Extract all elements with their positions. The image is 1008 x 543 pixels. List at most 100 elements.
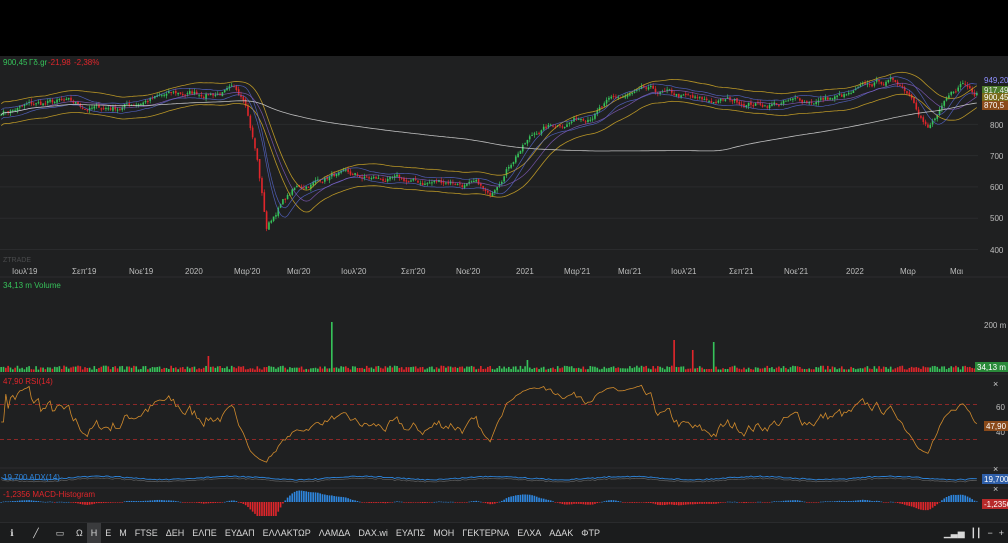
macd-bar bbox=[526, 494, 529, 502]
adx-close-icon[interactable]: × bbox=[993, 464, 998, 474]
time-tick: 2021 bbox=[516, 267, 534, 276]
symbol-button[interactable]: ΕΥΔΑΠ bbox=[224, 528, 255, 538]
volume-bar bbox=[594, 366, 596, 372]
rsi-panel[interactable] bbox=[0, 384, 978, 463]
draw-line-icon[interactable]: ╱ bbox=[33, 528, 39, 538]
macd-bar bbox=[112, 502, 114, 503]
symbol-button[interactable]: ΛΑΜΔΑ bbox=[318, 528, 351, 538]
macd-panel[interactable] bbox=[0, 490, 978, 516]
volume-bar bbox=[151, 366, 154, 372]
volume-bar bbox=[971, 367, 973, 372]
volume-bar bbox=[528, 367, 531, 372]
volume-bar bbox=[0, 366, 2, 372]
symbol-button[interactable]: ΑΔΑΚ bbox=[549, 528, 574, 538]
macd-bar bbox=[258, 502, 261, 516]
symbol-button[interactable]: ΕΛΠΕ bbox=[192, 528, 217, 538]
macd-bar bbox=[519, 494, 522, 502]
candle-body bbox=[659, 92, 661, 94]
tab-period[interactable]: Ω bbox=[76, 528, 83, 538]
macd-bar bbox=[806, 502, 808, 503]
macd-bar bbox=[799, 500, 801, 502]
volume-bar bbox=[715, 366, 717, 372]
candle-body bbox=[77, 101, 79, 105]
macd-bar bbox=[463, 502, 466, 503]
macd-bar bbox=[931, 502, 934, 508]
layout-icon[interactable]: ▭ bbox=[55, 528, 65, 538]
macd-bar bbox=[617, 501, 620, 502]
volume-bar bbox=[60, 368, 63, 372]
macd-bar bbox=[414, 502, 417, 503]
macd-bar bbox=[398, 501, 401, 503]
volume-bar bbox=[393, 365, 396, 372]
candle-body bbox=[836, 95, 838, 97]
symbol-button[interactable]: DAX.wi bbox=[358, 528, 388, 538]
symbol-button[interactable]: ΦΤΡ bbox=[581, 528, 600, 538]
candle-body bbox=[507, 167, 510, 169]
adx-panel[interactable] bbox=[1, 475, 977, 483]
macd-bar bbox=[200, 502, 203, 504]
macd-bar bbox=[866, 500, 869, 502]
macd-bar bbox=[368, 502, 370, 503]
symbol-button[interactable]: ΓΕΚΤΕΡΝΑ bbox=[462, 528, 510, 538]
tab-period-active[interactable]: Η bbox=[86, 523, 102, 543]
candle-body bbox=[868, 83, 871, 86]
symbol-button[interactable]: FTSE bbox=[134, 528, 158, 538]
volume-bar bbox=[407, 367, 410, 372]
symbol-button[interactable]: ΜΟΗ bbox=[433, 528, 455, 538]
volume-bar bbox=[743, 367, 745, 372]
candle-body bbox=[605, 99, 608, 104]
rsi-close-icon[interactable]: × bbox=[993, 379, 998, 389]
price-panel[interactable] bbox=[0, 71, 978, 232]
symbol-button[interactable]: ΕΛΧΑ bbox=[517, 528, 542, 538]
macd-bar bbox=[575, 502, 578, 504]
volume-panel[interactable] bbox=[0, 322, 978, 372]
volume-bar bbox=[263, 367, 266, 372]
macd-bar bbox=[37, 501, 40, 502]
volume-bar bbox=[605, 368, 608, 372]
symbol-button[interactable]: ΕΛΛΑΚΤΩΡ bbox=[262, 528, 311, 538]
volume-bar bbox=[158, 366, 161, 372]
tab-period[interactable]: Ε bbox=[105, 528, 112, 538]
candle-body bbox=[701, 97, 703, 100]
info-icon[interactable]: ℹ bbox=[10, 528, 14, 538]
volume-bar bbox=[186, 366, 189, 372]
volume-bar bbox=[549, 368, 552, 372]
macd-bar bbox=[46, 501, 49, 503]
volume-bar bbox=[46, 367, 49, 372]
rsi-label: 47,90 RSI(14) bbox=[3, 377, 53, 386]
macd-bar bbox=[582, 502, 585, 505]
candle-body bbox=[962, 83, 964, 85]
candle-body bbox=[903, 87, 906, 91]
volume-bar bbox=[202, 367, 205, 372]
macd-bar bbox=[612, 500, 615, 502]
macd-bar bbox=[854, 500, 857, 502]
volume-bar bbox=[405, 367, 408, 372]
candle-body bbox=[337, 172, 340, 175]
candle-body bbox=[142, 102, 145, 105]
candle-body bbox=[924, 121, 927, 125]
volume-bar bbox=[433, 369, 436, 372]
symbol-button[interactable]: ΕΥΑΠΣ bbox=[395, 528, 426, 538]
volume-bar bbox=[799, 366, 801, 372]
tab-period[interactable]: Μ bbox=[119, 528, 127, 538]
symbol-button[interactable]: ΔΕΗ bbox=[165, 528, 185, 538]
candle-body bbox=[205, 94, 207, 99]
macd-bar bbox=[673, 502, 675, 505]
volume-bar bbox=[428, 366, 431, 372]
macd-close-icon[interactable]: × bbox=[993, 484, 998, 494]
macd-bar bbox=[265, 502, 268, 516]
candles-icon[interactable]: ┃┃ bbox=[970, 527, 982, 538]
candle-body bbox=[531, 135, 533, 137]
volume-bar bbox=[449, 366, 452, 372]
macd-labels: -1,2356 MACD-Histogram × -1,2356 bbox=[3, 484, 1008, 509]
chart-type-icon[interactable]: ▁▃▅ bbox=[943, 527, 965, 538]
volume-bar bbox=[929, 367, 932, 372]
chart-canvas[interactable]: 900,45 Γδ.gr -21,98 -2,38% ZTRADE 800 70… bbox=[0, 56, 1008, 522]
volume-bar bbox=[419, 367, 422, 372]
volume-bar bbox=[480, 365, 482, 372]
candle-body bbox=[193, 91, 196, 94]
volume-bar bbox=[121, 365, 124, 372]
zoom-out-button[interactable]: − bbox=[987, 528, 993, 538]
zoom-in-button[interactable]: + bbox=[998, 528, 1004, 538]
volume-bar bbox=[95, 369, 98, 372]
